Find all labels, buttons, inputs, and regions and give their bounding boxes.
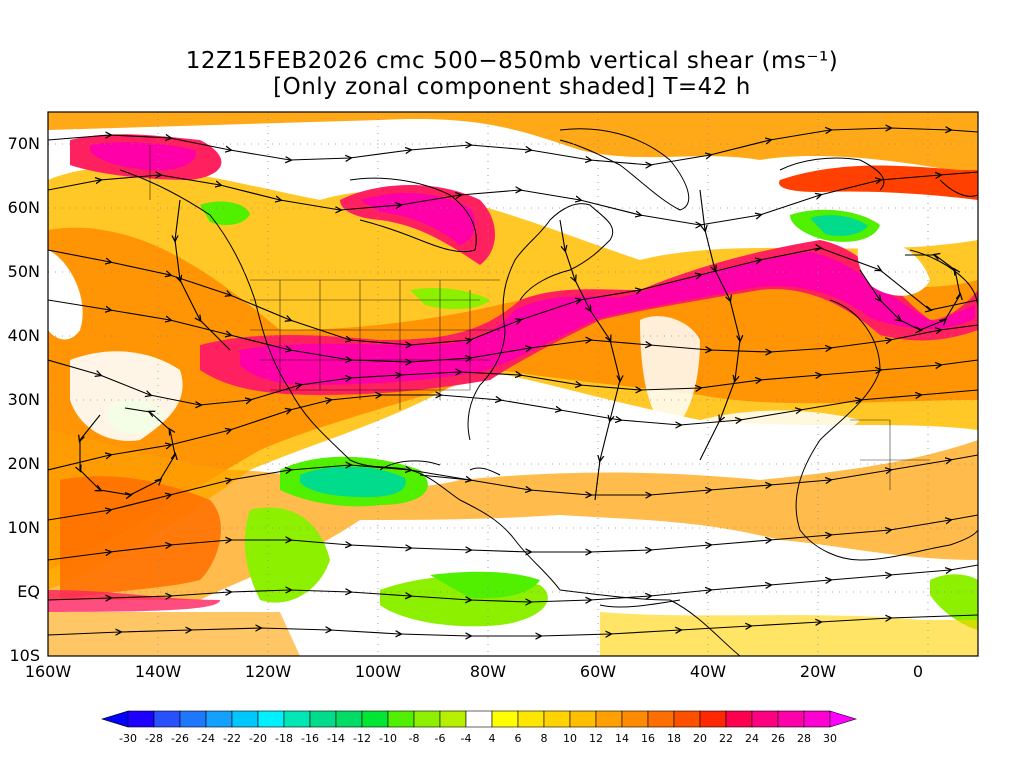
plot-frame — [47, 111, 979, 657]
colorbar-tick-label: -24 — [197, 732, 215, 745]
colorbar-tick-label: -8 — [408, 732, 420, 745]
lon-label: 80W — [469, 662, 507, 681]
colorbar — [100, 710, 858, 728]
shear-streamlines — [48, 128, 978, 636]
lon-label: 140W — [134, 662, 182, 681]
colorbar-tick-label: -30 — [119, 732, 137, 745]
colorbar-tick-label: -4 — [460, 732, 472, 745]
colorbar-swatch — [335, 710, 363, 728]
map-title-line-2: [Only zonal component shaded] T=42 h — [273, 74, 751, 100]
colorbar-tick-label: -28 — [145, 732, 163, 745]
colorbar-swatch — [231, 710, 259, 728]
map-title-line-1: 12Z15FEB2026 cmc 500−850mb vertical shea… — [185, 48, 839, 74]
lon-label: 20W — [799, 662, 837, 681]
colorbar-swatch — [283, 710, 311, 728]
colorbar-swatch — [595, 710, 623, 728]
colorbar-tick-label: 12 — [589, 732, 603, 745]
colorbar-swatch — [777, 710, 805, 728]
lat-label: 40N — [7, 326, 40, 345]
colorbar-swatch — [543, 710, 571, 728]
colorbar-swatch — [647, 710, 675, 728]
colorbar-tick-label: -12 — [353, 732, 371, 745]
colorbar-tick-label: 22 — [719, 732, 733, 745]
colorbar-swatch — [491, 710, 519, 728]
lat-label: 30N — [7, 390, 40, 409]
colorbar-swatch — [309, 710, 337, 728]
colorbar-high-arrow — [829, 710, 858, 728]
colorbar-tick-label: -10 — [379, 732, 397, 745]
colorbar-swatch — [387, 710, 415, 728]
colorbar-tick-label: 14 — [615, 732, 629, 745]
lat-label: 70N — [7, 134, 40, 153]
lon-label: 0 — [912, 662, 924, 681]
colorbar-swatch — [465, 710, 493, 728]
lon-label: 100W — [354, 662, 402, 681]
colorbar-swatch — [673, 710, 701, 728]
colorbar-tick-label: -16 — [301, 732, 319, 745]
colorbar-swatch — [569, 710, 597, 728]
colorbar-swatch — [205, 710, 233, 728]
colorbar-tick-label: 4 — [488, 732, 496, 745]
lon-label: 160W — [24, 662, 72, 681]
colorbar-swatch — [725, 710, 753, 728]
colorbar-tick-label: -14 — [327, 732, 345, 745]
colorbar-tick-label: 24 — [745, 732, 759, 745]
lon-label: 40W — [689, 662, 727, 681]
colorbar-tick-label: -6 — [434, 732, 446, 745]
colorbar-swatch — [153, 710, 181, 728]
shading-layer — [48, 112, 978, 656]
colorbar-tick-label: -20 — [249, 732, 267, 745]
colorbar-swatch — [413, 710, 441, 728]
lon-label: 60W — [579, 662, 617, 681]
colorbar-tick-label: -22 — [223, 732, 241, 745]
lon-label: 120W — [244, 662, 292, 681]
colorbar-swatch — [179, 710, 207, 728]
colorbar-tick-label: -18 — [275, 732, 293, 745]
colorbar-swatch — [621, 710, 649, 728]
colorbar-tick-label: 28 — [797, 732, 811, 745]
colorbar-swatch — [361, 710, 389, 728]
lat-label: 20N — [7, 454, 40, 473]
colorbar-swatch — [751, 710, 779, 728]
colorbar-swatch — [803, 710, 831, 728]
colorbar-tick-label: 8 — [540, 732, 548, 745]
lat-label: 10N — [7, 518, 40, 537]
colorbar-tick-label: 10 — [563, 732, 577, 745]
colorbar-swatch — [257, 710, 285, 728]
colorbar-tick-label: 26 — [771, 732, 785, 745]
lat-label: 50N — [7, 262, 40, 281]
colorbar-swatch — [439, 710, 467, 728]
colorbar-tick-label: 16 — [641, 732, 655, 745]
colorbar-tick-label: 30 — [823, 732, 837, 745]
colorbar-swatch — [699, 710, 727, 728]
colorbar-tick-label: 20 — [693, 732, 707, 745]
colorbar-tick-label: 6 — [514, 732, 522, 745]
colorbar-swatch — [517, 710, 545, 728]
colorbar-low-arrow — [100, 710, 129, 728]
colorbar-swatch — [127, 710, 155, 728]
lat-label: EQ — [17, 582, 40, 601]
colorbar-tick-label: -26 — [171, 732, 189, 745]
colorbar-tick-label: 18 — [667, 732, 681, 745]
lat-label: 10S — [9, 646, 40, 665]
lat-label: 60N — [7, 198, 40, 217]
